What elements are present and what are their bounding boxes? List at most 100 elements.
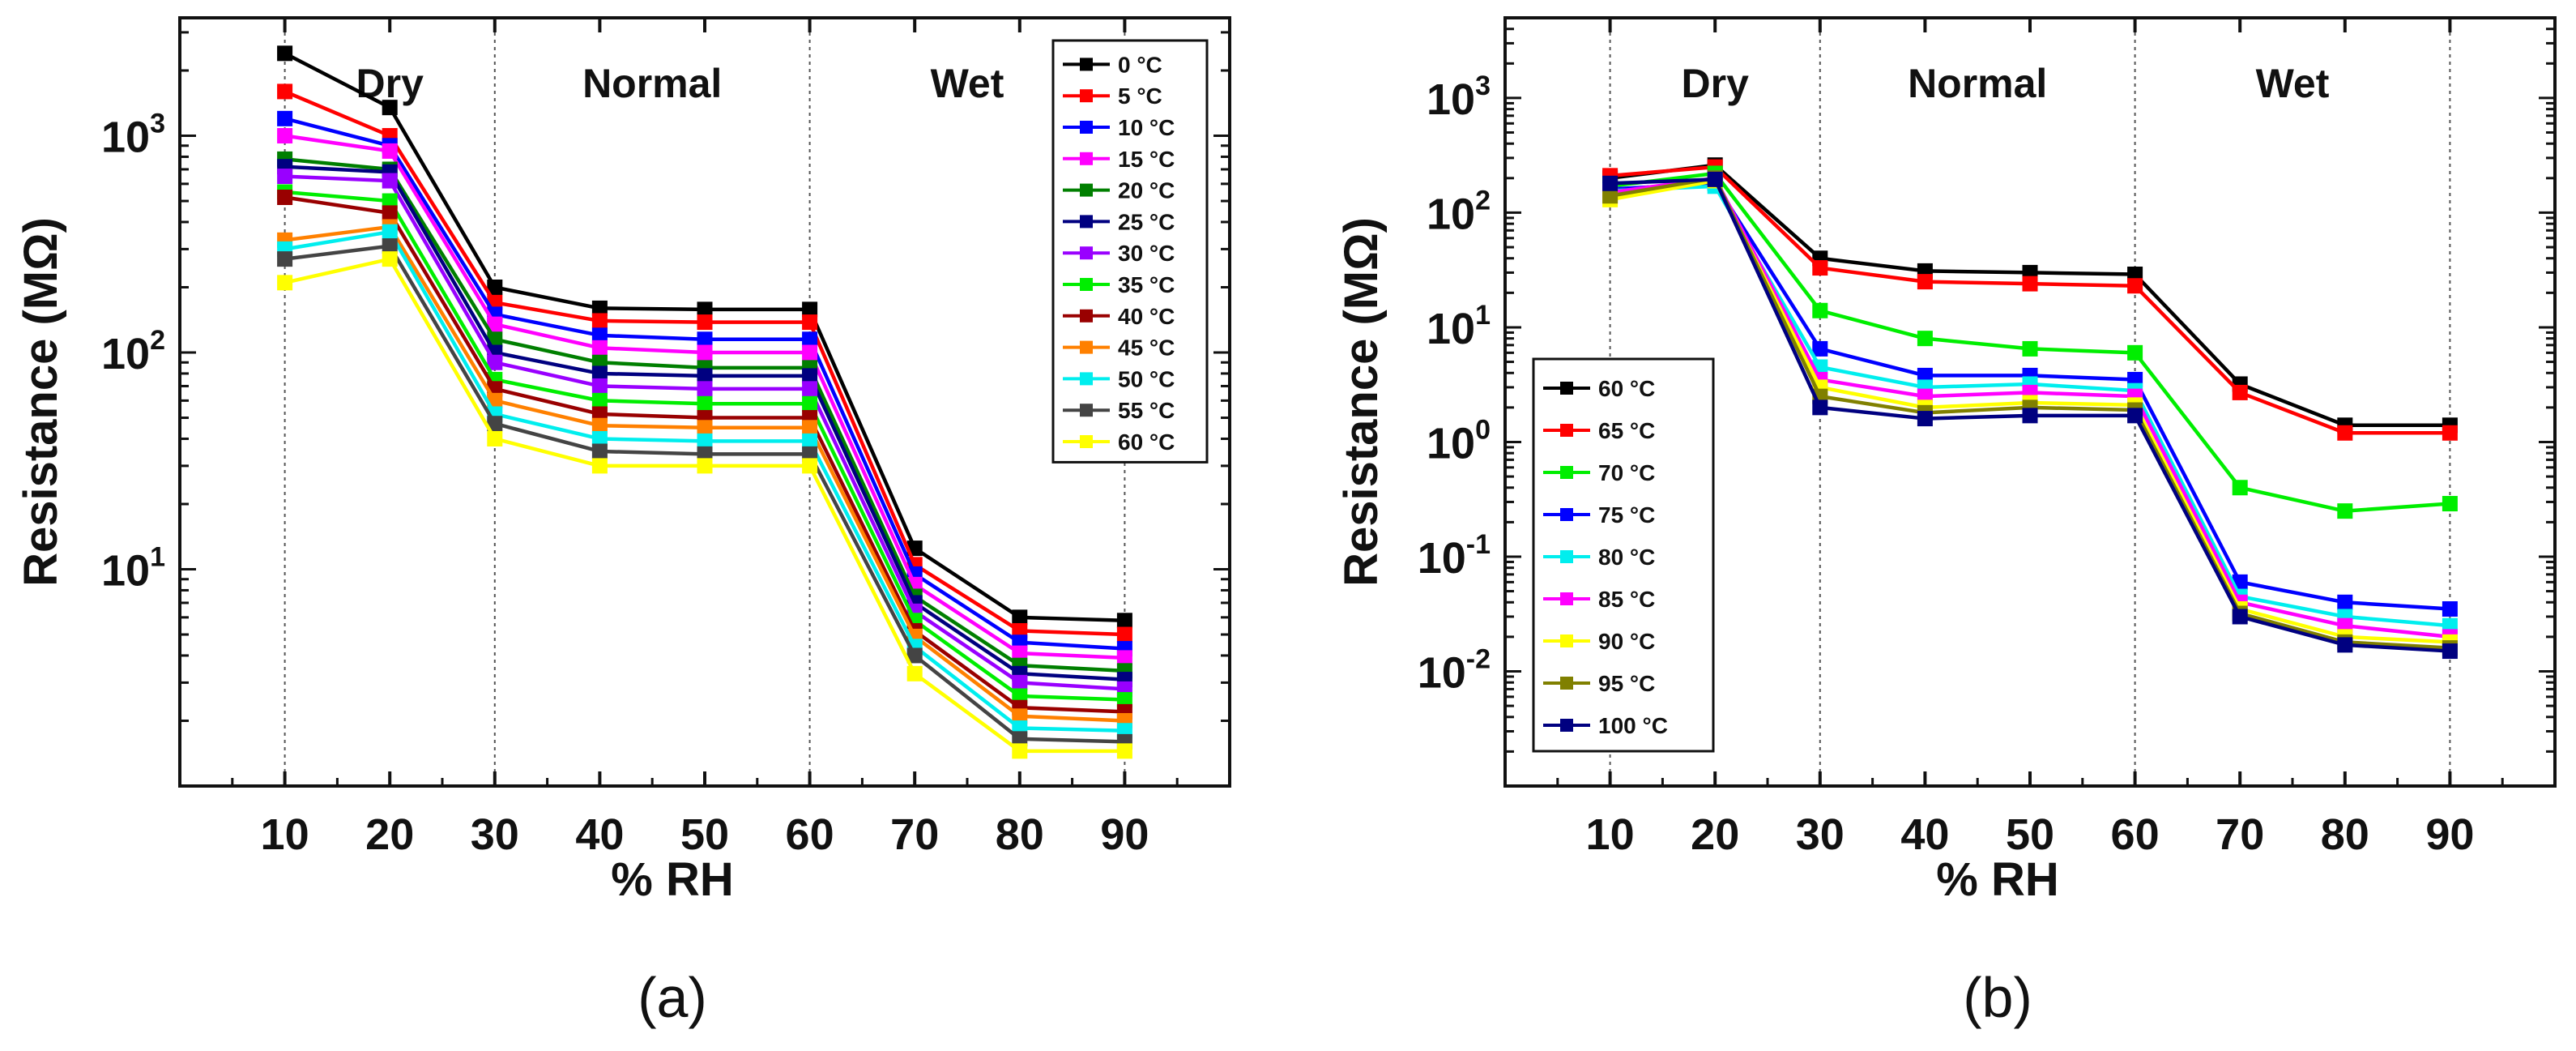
region-label: Wet	[931, 61, 1004, 106]
x-tick-label: 50	[2006, 810, 2054, 859]
legend-label: 25 °C	[1118, 209, 1175, 234]
legend-swatch-marker	[1080, 89, 1093, 103]
y-tick-exponent: -1	[1466, 529, 1491, 560]
x-tick-label: 10	[1586, 810, 1635, 859]
x-tick-label: 30	[471, 810, 519, 859]
y-tick-label: 102	[101, 325, 165, 378]
x-tick-label: 30	[1796, 810, 1845, 859]
legend-label: 10 °C	[1118, 115, 1175, 140]
y-tick-base: 10	[1418, 648, 1466, 697]
x-tick-label: 90	[1100, 810, 1149, 859]
data-point	[2127, 408, 2143, 424]
data-point	[1602, 175, 1619, 191]
data-point	[591, 340, 608, 356]
data-point	[2337, 637, 2353, 653]
data-point	[802, 344, 818, 361]
x-tick-label: 70	[890, 810, 939, 859]
region-label: Normal	[1908, 61, 2047, 106]
legend-label: 80 °C	[1598, 545, 1655, 570]
legend-label: 100 °C	[1598, 713, 1668, 738]
legend-label: 20 °C	[1118, 178, 1175, 203]
series-line	[284, 224, 1125, 723]
data-point	[1917, 274, 1933, 290]
data-point	[802, 331, 818, 348]
data-point	[277, 251, 293, 267]
data-point	[382, 224, 398, 240]
y-tick-label: 101	[1427, 300, 1491, 353]
x-tick-label: 50	[680, 810, 729, 859]
data-point	[802, 433, 818, 449]
data-point	[277, 275, 293, 291]
x-axis-label: % RH	[611, 853, 733, 906]
y-tick-exponent: 0	[1475, 414, 1491, 445]
data-point	[1917, 411, 1933, 427]
legend-swatch-marker	[1560, 550, 1573, 563]
legend-label: 30 °C	[1118, 241, 1175, 266]
data-point	[1116, 613, 1132, 629]
data-point	[1116, 743, 1132, 759]
data-point	[2442, 643, 2458, 660]
data-point	[802, 395, 818, 412]
legend-swatch-marker	[1560, 592, 1573, 605]
panel-label: (a)	[638, 966, 707, 1029]
data-point	[802, 381, 818, 397]
legend-swatch-marker	[1080, 121, 1093, 134]
y-axis-label: Resistance (MΩ)	[15, 217, 67, 587]
y-tick-base: 10	[101, 113, 150, 162]
y-tick-exponent: -2	[1466, 643, 1491, 674]
legend-label: 65 °C	[1598, 418, 1655, 443]
y-tick-base: 10	[1427, 305, 1475, 353]
data-point	[382, 143, 398, 159]
legend-swatch-marker	[1080, 183, 1093, 197]
data-point	[1812, 302, 1828, 318]
data-point	[277, 110, 293, 126]
x-tick-label: 60	[2111, 810, 2160, 859]
data-point	[1707, 171, 1723, 187]
data-point	[697, 458, 713, 474]
region-label: Dry	[356, 61, 424, 106]
y-tick-exponent: 3	[1475, 70, 1491, 101]
y-tick-base: 10	[101, 547, 150, 596]
legend-label: 90 °C	[1598, 629, 1655, 654]
data-point	[277, 128, 293, 144]
data-point	[591, 443, 608, 459]
data-point	[697, 331, 713, 348]
data-point	[591, 417, 608, 434]
data-point	[2337, 503, 2353, 519]
legend-swatch-marker	[1560, 634, 1573, 647]
legend-label: 35 °C	[1118, 272, 1175, 297]
legend-swatch-marker	[1560, 508, 1573, 521]
data-point	[591, 313, 608, 329]
region-label: Wet	[2256, 61, 2330, 106]
data-point	[1917, 331, 1933, 347]
legend-label: 95 °C	[1598, 671, 1655, 696]
data-point	[277, 189, 293, 205]
x-tick-label: 60	[786, 810, 834, 859]
data-point	[802, 314, 818, 331]
y-tick-label: 103	[1427, 70, 1491, 124]
y-tick-exponent: 1	[150, 542, 165, 573]
data-point	[487, 354, 503, 370]
legend-swatch-marker	[1080, 404, 1093, 417]
data-point	[277, 83, 293, 100]
data-point	[382, 238, 398, 254]
data-point	[802, 458, 818, 474]
legend-label: 15 °C	[1118, 147, 1175, 172]
data-point	[1812, 340, 1828, 357]
y-tick-base: 10	[1427, 75, 1475, 124]
data-point	[697, 368, 713, 384]
legend-swatch-marker	[1080, 309, 1093, 323]
legend-label: 60 °C	[1598, 376, 1655, 401]
data-point	[382, 205, 398, 221]
data-point	[2232, 384, 2248, 400]
legend-swatch-marker	[1560, 677, 1573, 690]
data-point	[591, 392, 608, 408]
y-tick-label: 101	[101, 542, 165, 596]
data-point	[382, 251, 398, 267]
x-tick-label: 90	[2425, 810, 2474, 859]
legend-label: 75 °C	[1598, 502, 1655, 528]
y-tick-label: 102	[1427, 185, 1491, 238]
